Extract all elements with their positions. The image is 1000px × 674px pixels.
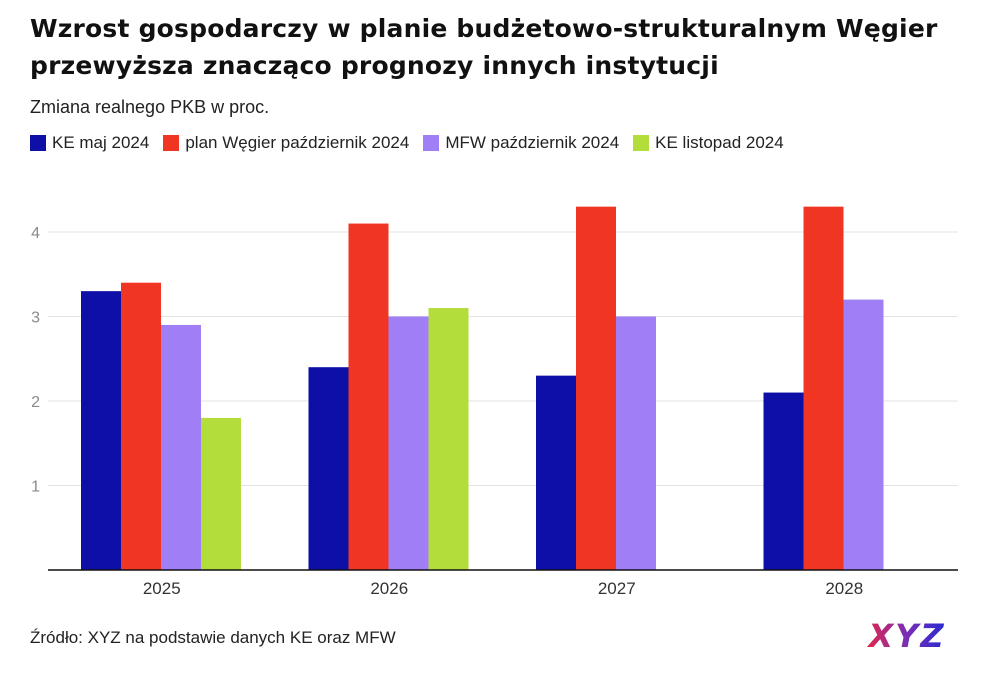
legend-label: MFW październik 2024: [445, 133, 620, 152]
legend-swatch: [163, 135, 180, 151]
y-tick-label: 1: [31, 479, 40, 496]
legend-item: KE listopad 2024: [633, 133, 784, 153]
bar: [763, 392, 804, 570]
bar: [843, 299, 884, 570]
bar: [576, 206, 616, 570]
chart-title: Wzrost gospodarczy w planie budżetowo-st…: [30, 14, 938, 80]
bar: [121, 282, 161, 570]
legend-item: MFW październik 2024: [423, 133, 619, 153]
chart-subtitle: Zmiana realnego PKB w proc.: [30, 97, 270, 117]
logo-text: XYZ: [866, 618, 945, 652]
xyz-logo: XYZ: [866, 618, 945, 652]
legend-swatch: [633, 135, 650, 151]
y-tick-label: 2: [31, 394, 40, 411]
legend-label: plan Węgier październik 2024: [185, 133, 410, 152]
source-note: Źródło: XYZ na podstawie danych KE oraz …: [30, 628, 396, 647]
bar: [308, 367, 349, 570]
bar: [161, 324, 201, 570]
x-tick-label: 2025: [143, 579, 181, 598]
bar: [536, 375, 576, 570]
x-tick-label: 2026: [370, 579, 408, 598]
legend-label: KE maj 2024: [52, 133, 150, 152]
legend-swatch: [30, 135, 46, 151]
bar: [616, 316, 656, 570]
x-tick-label: 2028: [825, 579, 863, 598]
bar: [428, 308, 469, 570]
bar: [201, 417, 241, 570]
x-tick-label: 2027: [598, 579, 636, 598]
y-tick-label: 4: [31, 225, 40, 242]
legend-swatch: [423, 135, 440, 151]
bar: [803, 206, 844, 570]
legend: KE maj 2024 plan Węgier październik 2024…: [30, 133, 798, 153]
bar: [388, 316, 429, 570]
legend-label: KE listopad 2024: [655, 133, 784, 152]
y-tick-label: 3: [31, 310, 40, 327]
legend-item: plan Węgier październik 2024: [163, 133, 409, 153]
bar: [81, 291, 121, 570]
legend-item: KE maj 2024: [30, 133, 149, 153]
bar: [348, 223, 389, 571]
